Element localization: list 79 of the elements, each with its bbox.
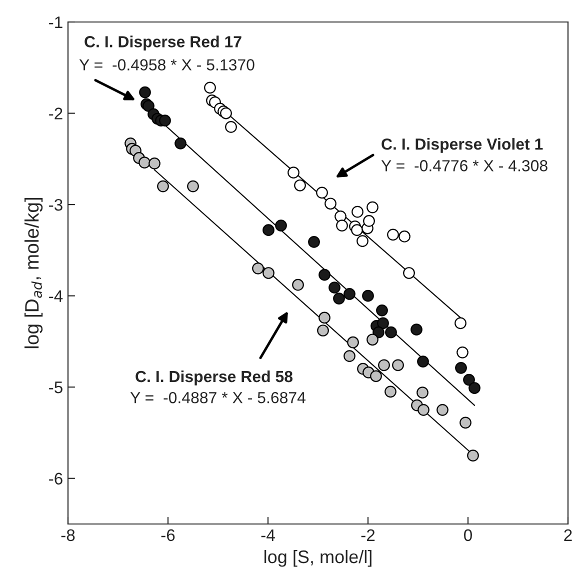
- point: [456, 346, 468, 358]
- point: [148, 158, 160, 170]
- y-axis-title: log [D$_{ad}$, mole/kg]: [24, 198, 43, 348]
- point: [398, 230, 410, 242]
- x-tick-label: -4: [261, 529, 275, 541]
- point: [377, 317, 389, 330]
- point: [139, 86, 151, 98]
- point: [344, 288, 356, 300]
- point: [356, 235, 368, 247]
- x-tick-label: -2: [361, 529, 375, 541]
- point: [157, 180, 169, 192]
- y-tick-label: -1: [49, 16, 62, 28]
- annotation: C. I. Disperse Red 17: [84, 36, 242, 51]
- point: [352, 206, 364, 218]
- point: [328, 282, 340, 294]
- point: [187, 180, 199, 192]
- point: [384, 386, 396, 398]
- point: [366, 334, 378, 346]
- point: [225, 121, 237, 133]
- annotation: C. I. Disperse Red 58: [136, 370, 293, 386]
- point: [204, 82, 216, 94]
- y-tick-label: -3: [49, 198, 62, 211]
- point: [378, 359, 390, 372]
- point: [344, 350, 356, 362]
- point: [403, 267, 415, 279]
- point: [288, 166, 300, 179]
- point: [436, 404, 448, 416]
- point: [410, 324, 422, 336]
- y-tick-label: -5: [49, 382, 62, 394]
- point: [324, 198, 336, 210]
- point: [318, 312, 330, 324]
- point: [174, 137, 186, 150]
- point: [316, 186, 328, 199]
- x-tick-label: 2: [564, 529, 572, 541]
- x-tick-label: 0: [464, 529, 472, 542]
- point: [418, 404, 430, 416]
- point: [347, 336, 359, 348]
- annotation: C. I. Disperse Violet 1: [382, 138, 543, 153]
- point: [467, 450, 479, 462]
- point: [292, 278, 304, 291]
- point: [387, 228, 399, 241]
- point: [317, 324, 329, 336]
- point: [376, 304, 388, 316]
- x-axis-title: log [S, mole/l]: [264, 550, 372, 567]
- annotation: Y = -0.4776 * X - 4.308: [381, 160, 548, 172]
- point: [138, 156, 150, 168]
- point: [372, 326, 384, 338]
- point: [308, 236, 320, 248]
- point: [262, 224, 274, 236]
- point: [363, 215, 375, 227]
- point: [294, 179, 306, 192]
- point: [318, 268, 330, 281]
- annotation: Y = -0.4958 * X - 5.1370: [79, 59, 254, 70]
- point: [463, 374, 475, 386]
- point: [385, 326, 397, 338]
- point: [351, 224, 363, 236]
- point: [336, 220, 348, 232]
- point: [220, 107, 232, 120]
- point: [333, 292, 345, 304]
- point: [455, 362, 467, 374]
- y-tick-label: -4: [49, 290, 63, 302]
- point: [370, 370, 382, 382]
- point: [392, 359, 404, 372]
- x-tick-label: -6: [161, 529, 175, 542]
- annotation: Y = -0.4887 * X - 5.6874: [130, 392, 306, 404]
- point: [468, 382, 480, 394]
- point: [159, 114, 171, 127]
- point: [454, 317, 466, 330]
- y-tick-label: -2: [49, 108, 62, 120]
- x-tick-label: -8: [61, 529, 75, 542]
- point: [460, 416, 472, 429]
- point: [417, 356, 429, 368]
- point: [416, 386, 428, 398]
- point: [362, 290, 374, 302]
- point: [275, 220, 287, 232]
- point: [262, 267, 274, 279]
- point: [366, 201, 378, 214]
- point: [252, 262, 264, 274]
- y-tick-label: -6: [49, 472, 62, 485]
